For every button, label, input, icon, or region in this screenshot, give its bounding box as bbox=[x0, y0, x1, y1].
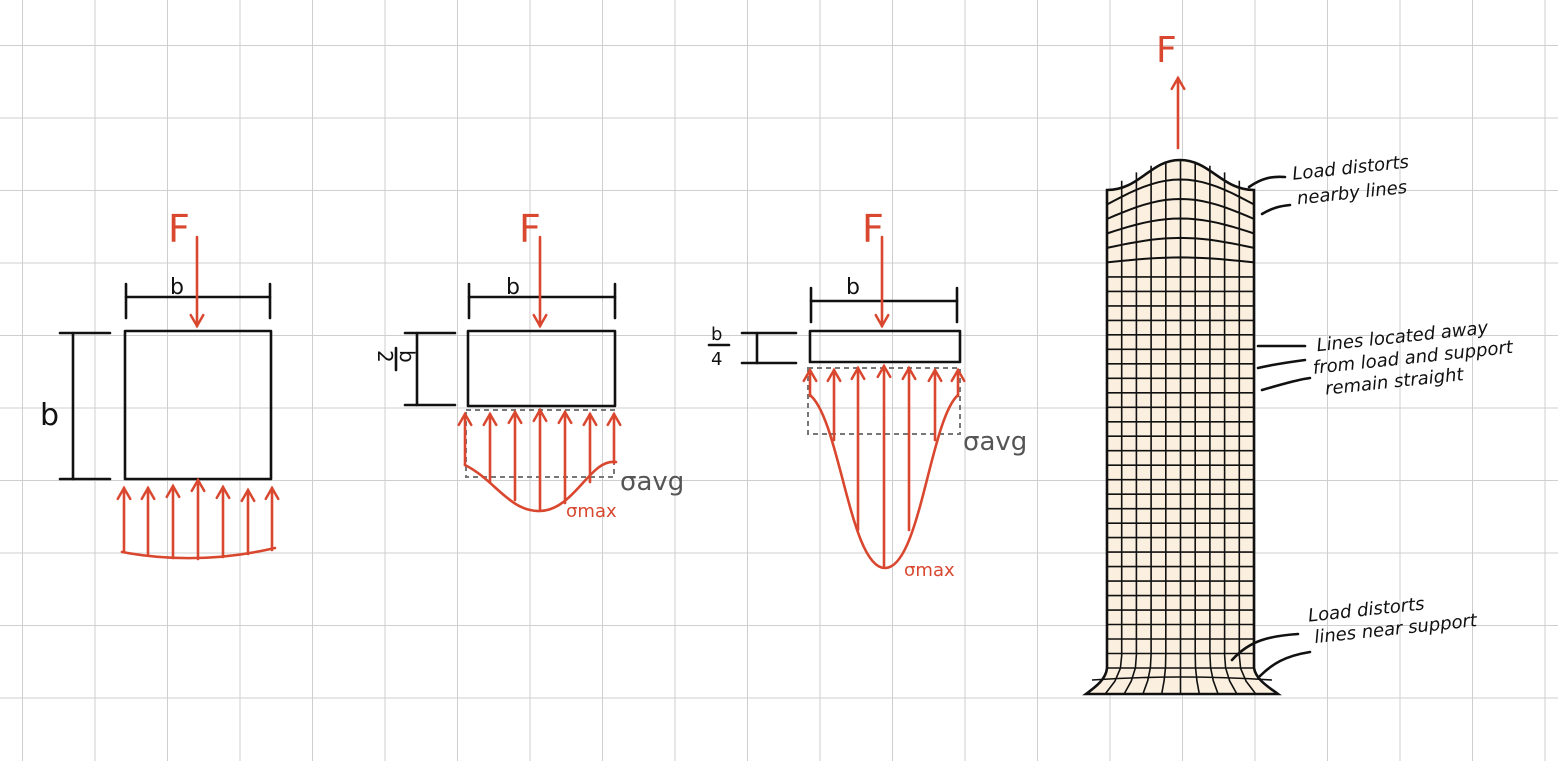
block-2-reaction-arrows bbox=[457, 407, 622, 513]
block-3: b b 4 F σavg σmax bbox=[707, 207, 1027, 581]
block-3-height-label: b 4 bbox=[707, 324, 731, 370]
block-3-height-den: 4 bbox=[711, 349, 722, 370]
block-2-width-dimension bbox=[467, 282, 617, 320]
block-3-height-dimension bbox=[740, 331, 798, 365]
block-2-max-label: σmax bbox=[566, 501, 617, 522]
block-2-height-den: 2 bbox=[373, 350, 397, 363]
grid-column-line bbox=[1104, 180, 1123, 695]
note-middle-leader-2 bbox=[1256, 358, 1307, 370]
note-middle: Lines located away from load and support… bbox=[1312, 317, 1515, 399]
block-3-height-num: b bbox=[711, 324, 722, 345]
grid-column-line bbox=[1160, 161, 1167, 695]
grid-column-line bbox=[1142, 165, 1152, 695]
note-middle-leader-3 bbox=[1260, 376, 1312, 392]
block-3-avg-label: σavg bbox=[963, 427, 1027, 457]
block-1-reaction-arrows bbox=[116, 477, 280, 561]
block-1-body bbox=[123, 329, 273, 481]
block-1: b b F bbox=[40, 207, 280, 561]
block-2-height-label: b 2 bbox=[373, 346, 419, 372]
note-top-leader-2 bbox=[1260, 203, 1292, 216]
grid-column-line bbox=[1238, 180, 1257, 695]
note-top-leader bbox=[1247, 175, 1287, 189]
note-bottom-leader-2 bbox=[1258, 650, 1312, 678]
block-3-width-dimension bbox=[809, 286, 959, 324]
note-bottom-leader bbox=[1230, 632, 1300, 662]
block-3-force-label: F bbox=[862, 207, 884, 251]
block-3-body bbox=[808, 329, 962, 364]
block-1-height-label: b bbox=[40, 398, 59, 433]
note-top: Load distorts nearby lines bbox=[1291, 152, 1409, 210]
column-body bbox=[1082, 158, 1282, 696]
note-bottom: Load distorts lines near support bbox=[1307, 594, 1479, 649]
block-2-avg-label: σavg bbox=[620, 467, 684, 497]
block-3-max-label: σmax bbox=[904, 560, 955, 581]
block-1-height-dimension bbox=[58, 331, 112, 481]
block-3-reaction-arrows bbox=[802, 363, 966, 570]
column-force-label: F bbox=[1156, 30, 1177, 71]
block-1-force-label: F bbox=[168, 207, 190, 251]
block-2-height-dimension bbox=[403, 331, 457, 407]
column: F Load distorts nearby lines Lines locat… bbox=[1082, 30, 1515, 696]
block-2: b b 2 F σavg σmax bbox=[373, 207, 684, 522]
grid-column-line bbox=[1223, 172, 1238, 695]
grid-column-line bbox=[1123, 172, 1138, 695]
grid-column-line bbox=[1209, 165, 1219, 695]
block-3-width-label: b bbox=[846, 275, 860, 300]
block-2-height-num: b bbox=[395, 350, 419, 363]
block-2-width-label: b bbox=[506, 275, 520, 300]
block-2-force-label: F bbox=[519, 207, 541, 251]
column-grid bbox=[1091, 160, 1273, 695]
grid-column-line bbox=[1194, 161, 1201, 695]
block-2-body bbox=[466, 329, 617, 408]
block-1-width-label: b bbox=[170, 275, 184, 300]
